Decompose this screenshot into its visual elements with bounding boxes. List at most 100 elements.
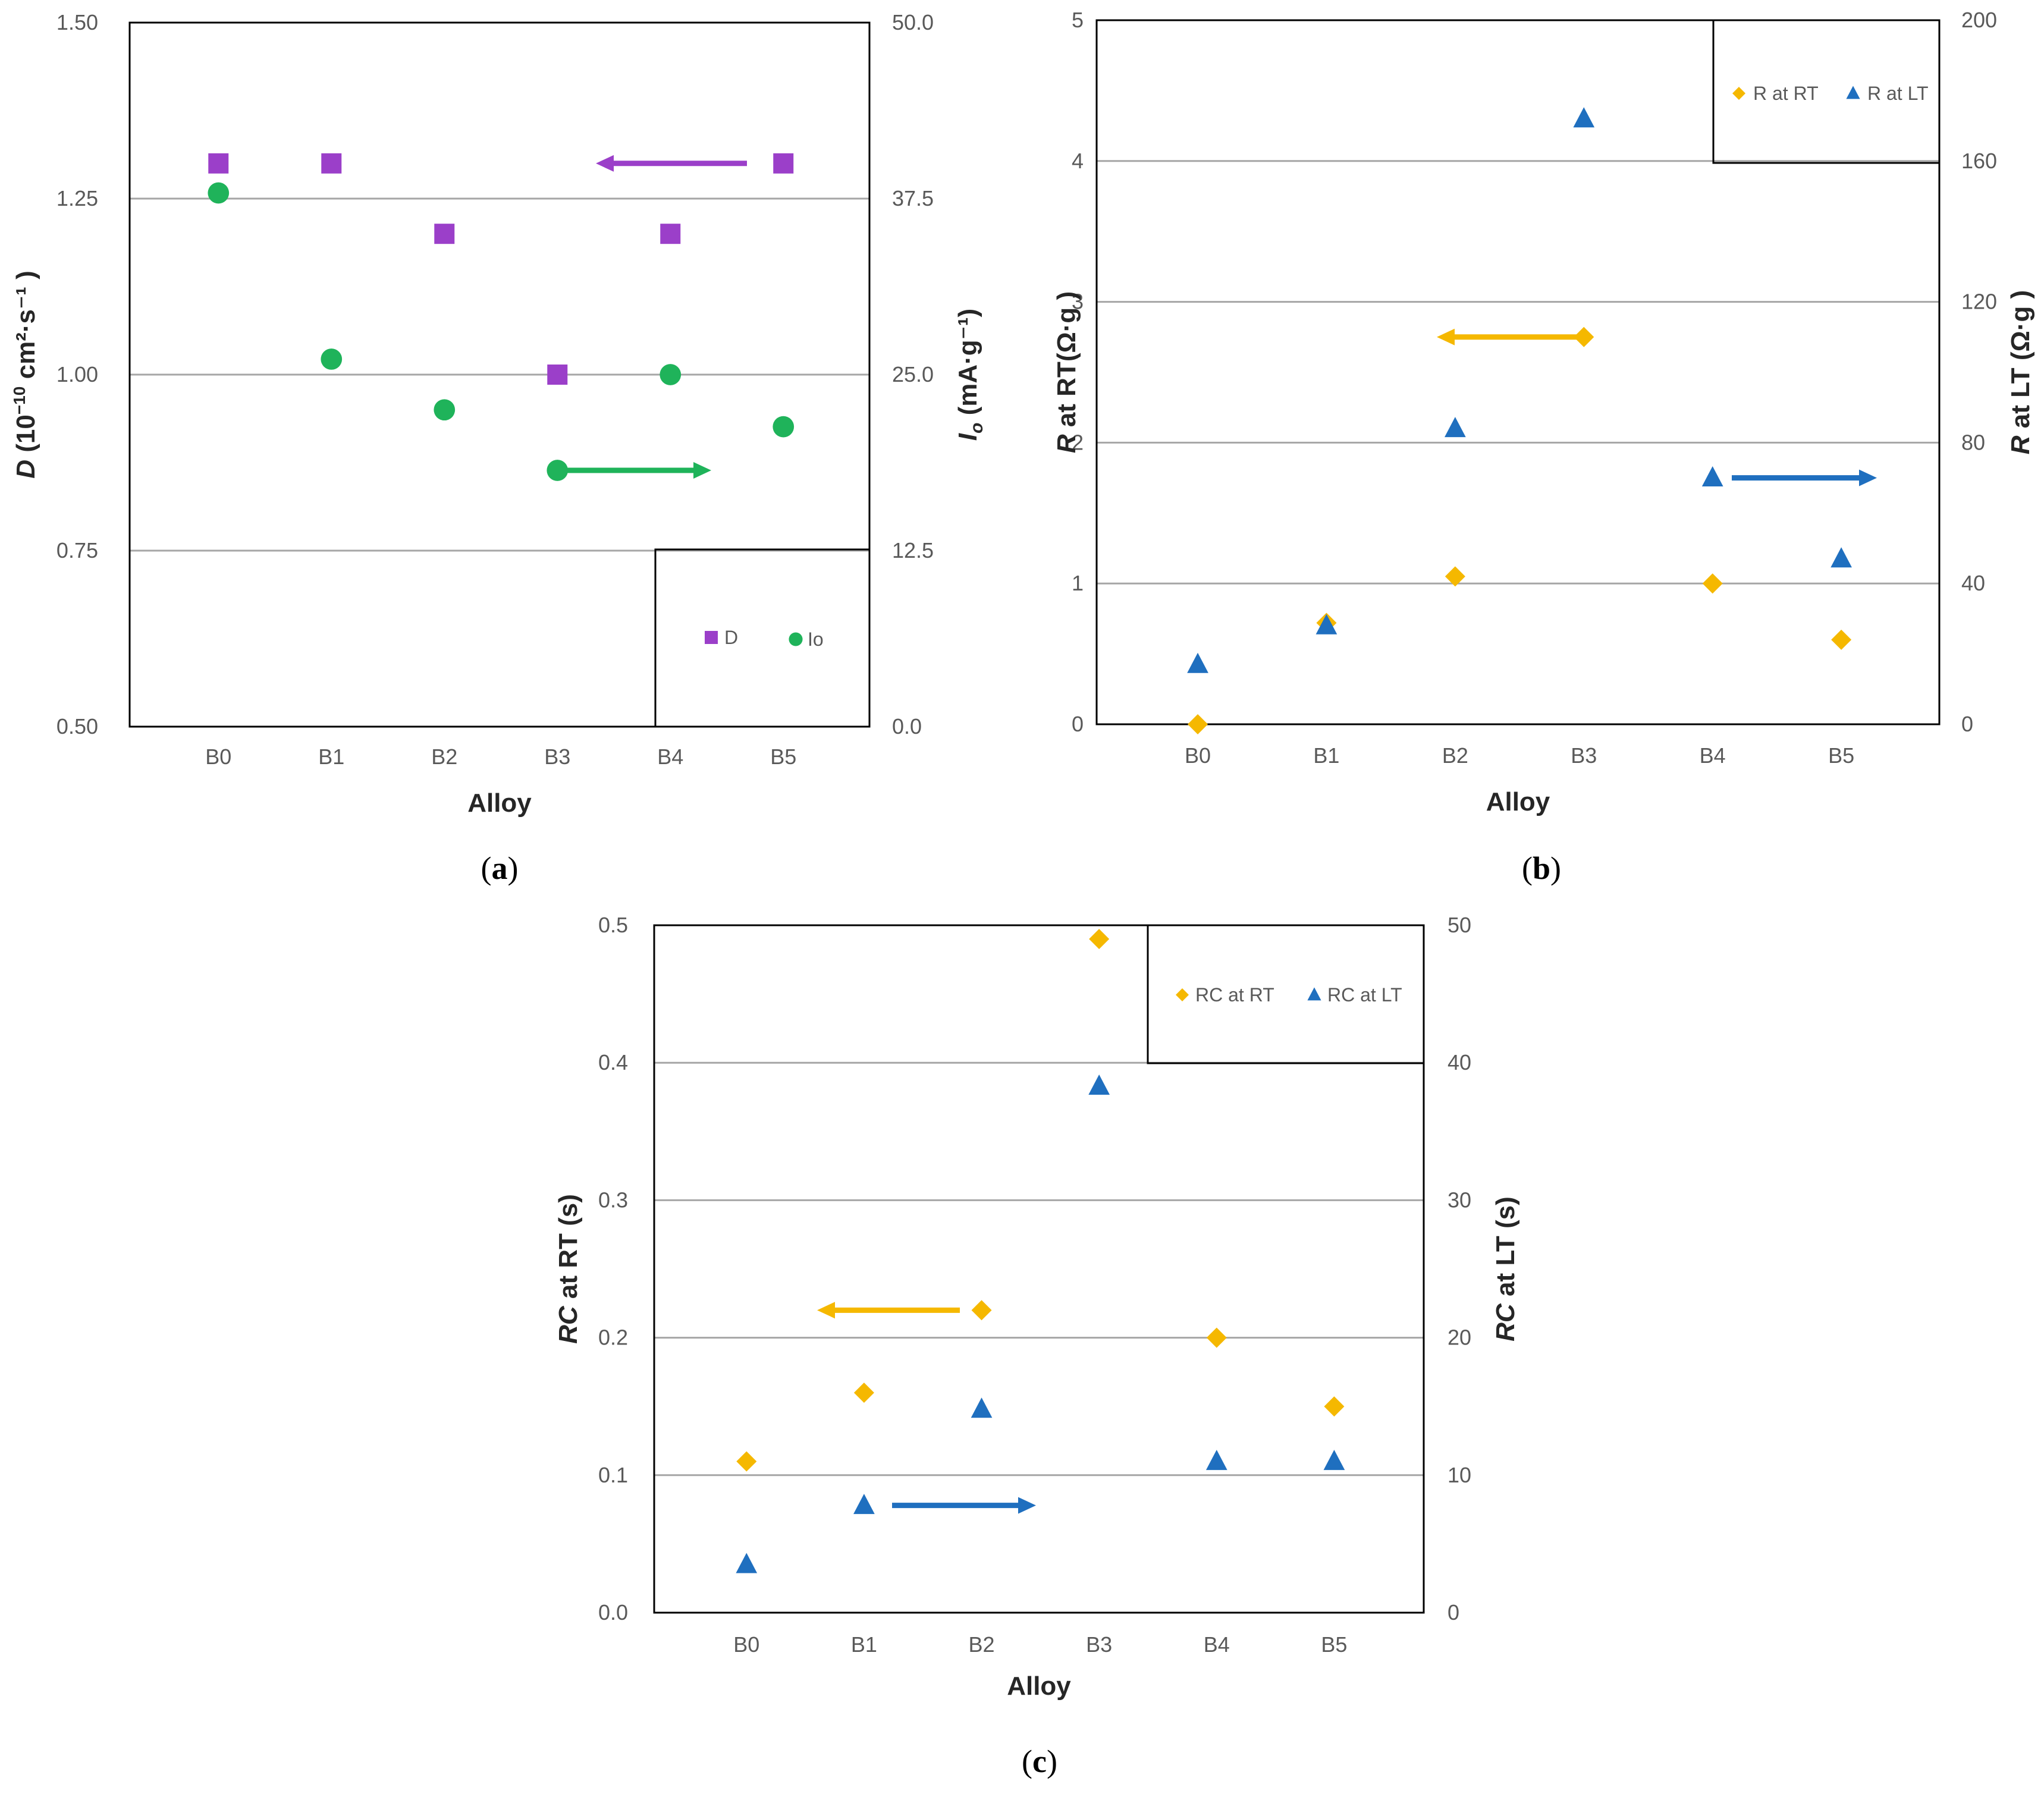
point-io-B5 bbox=[773, 416, 795, 438]
y-right-axis-title: R at LT (Ω·g ) bbox=[2006, 290, 2035, 454]
point-r-at-rt-B5 bbox=[1831, 629, 1852, 650]
point-rc-at-lt-B5 bbox=[1323, 1450, 1345, 1471]
legend-marker-r-at-rt bbox=[1732, 87, 1745, 100]
y-right-tick-label: 20 bbox=[1448, 1325, 1471, 1350]
point-rc-at-rt-B0 bbox=[736, 1451, 757, 1472]
y-left-tick-label: 3 bbox=[1072, 290, 1084, 314]
y-left-tick-label: 1 bbox=[1072, 571, 1084, 595]
panel-label-a: (a) bbox=[481, 850, 519, 886]
y-left-tick-label: 0.75 bbox=[56, 538, 98, 563]
x-tick-label-B1: B1 bbox=[1313, 743, 1339, 768]
legend-marker-rc-at-rt bbox=[1176, 988, 1189, 1001]
point-r-at-rt-B3 bbox=[1574, 326, 1594, 347]
y-left-tick-label: 0.4 bbox=[598, 1050, 628, 1075]
point-io-B1 bbox=[321, 348, 343, 370]
point-rc-at-rt-B5 bbox=[1324, 1396, 1345, 1417]
point-d-B5 bbox=[773, 153, 794, 174]
y-right-tick-label: 80 bbox=[1961, 430, 1985, 454]
point-d-B2 bbox=[434, 224, 455, 244]
y-left-tick-label: 0.1 bbox=[598, 1463, 628, 1487]
point-d-B0 bbox=[208, 153, 229, 174]
point-rc-at-lt-B0 bbox=[736, 1553, 758, 1573]
arrow-rc-at-rt-head bbox=[817, 1302, 835, 1319]
y-right-tick-label: 50 bbox=[1448, 913, 1471, 937]
y-right-tick-label: 25.0 bbox=[892, 362, 934, 387]
y-right-tick-label: 10 bbox=[1448, 1463, 1471, 1487]
legend-marker-rc-at-lt bbox=[1307, 987, 1321, 1001]
y-left-tick-label: 0.2 bbox=[598, 1325, 628, 1350]
legend-label-io: Io bbox=[808, 629, 824, 650]
point-rc-at-rt-B4 bbox=[1206, 1327, 1227, 1348]
x-tick-label-B2: B2 bbox=[969, 1632, 995, 1657]
point-d-B3 bbox=[547, 365, 568, 385]
x-tick-label-B0: B0 bbox=[1185, 743, 1211, 768]
point-io-B0 bbox=[208, 182, 230, 204]
legend-label-rc-at-lt: RC at LT bbox=[1327, 984, 1402, 1006]
x-tick-label-B5: B5 bbox=[1828, 743, 1854, 768]
legend-box bbox=[654, 548, 871, 728]
x-axis-title: Alloy bbox=[1007, 1672, 1071, 1701]
legend-marker-r-at-lt bbox=[1846, 86, 1860, 99]
x-tick-label-B3: B3 bbox=[1086, 1632, 1112, 1657]
point-rc-at-lt-B4 bbox=[1205, 1450, 1227, 1471]
x-tick-label-B1: B1 bbox=[318, 744, 344, 769]
point-rc-at-rt-B3 bbox=[1089, 929, 1110, 950]
y-right-tick-label: 40 bbox=[1961, 571, 1985, 595]
y-left-tick-label: 1.25 bbox=[56, 186, 98, 211]
point-r-at-lt-B1 bbox=[1315, 614, 1337, 634]
x-tick-label-B3: B3 bbox=[1571, 743, 1597, 768]
chart-c: 0.0 0.1 0.2 0.3 0.4 0.5 0 10 20 30 40 50 B0 B1 B2 B3 B4 B… bbox=[554, 913, 1520, 1779]
point-r-at-lt-B2 bbox=[1445, 417, 1466, 438]
point-io-B4 bbox=[660, 364, 682, 385]
point-r-at-rt-B0 bbox=[1188, 714, 1208, 734]
point-io-B2 bbox=[434, 399, 456, 421]
y-left-tick-label: 5 bbox=[1072, 8, 1084, 32]
arrow-d-head bbox=[596, 155, 614, 172]
legend-label-d: D bbox=[724, 627, 738, 648]
point-r-at-lt-B4 bbox=[1701, 466, 1723, 487]
y-right-tick-label: 50.0 bbox=[892, 10, 934, 34]
point-r-at-rt-B2 bbox=[1445, 566, 1465, 587]
x-axis-title: Alloy bbox=[1486, 787, 1550, 816]
plot-frame bbox=[653, 924, 1425, 1614]
x-tick-label-B2: B2 bbox=[1442, 743, 1468, 768]
point-rc-at-rt-B1 bbox=[853, 1383, 874, 1403]
point-rc-at-lt-B3 bbox=[1088, 1074, 1110, 1095]
panel-label-c: (c) bbox=[1022, 1743, 1057, 1779]
x-tick-label-B5: B5 bbox=[1321, 1632, 1347, 1657]
x-tick-label-B4: B4 bbox=[1204, 1632, 1230, 1657]
y-right-tick-label: 12.5 bbox=[892, 538, 934, 563]
point-d-B1 bbox=[321, 153, 342, 174]
point-io-B3 bbox=[547, 460, 569, 481]
x-tick-label-B0: B0 bbox=[733, 1632, 759, 1657]
x-tick-label-B4: B4 bbox=[657, 744, 683, 769]
y-right-tick-label: 30 bbox=[1448, 1187, 1471, 1212]
chart-a: 0.50 0.75 1.00 1.25 1.50 0.0 12.5 25.0 37.5 50.0 B… bbox=[10, 10, 987, 886]
x-tick-label-B2: B2 bbox=[431, 744, 457, 769]
y-right-tick-label: 0 bbox=[1448, 1600, 1459, 1625]
x-tick-label-B4: B4 bbox=[1700, 743, 1726, 768]
y-right-tick-label: 0 bbox=[1961, 712, 1973, 736]
y-left-tick-label: 0.3 bbox=[598, 1187, 628, 1212]
y-right-tick-label: 200 bbox=[1961, 8, 1997, 32]
y-left-tick-label: 0.5 bbox=[598, 913, 628, 937]
y-left-tick-label: 4 bbox=[1072, 149, 1084, 173]
y-left-tick-label: 0 bbox=[1072, 712, 1084, 736]
y-right-tick-label: 37.5 bbox=[892, 186, 934, 211]
y-left-tick-label: 0.50 bbox=[56, 714, 98, 739]
arrow-io-head bbox=[693, 462, 711, 479]
x-tick-label-B0: B0 bbox=[205, 744, 231, 769]
point-d-B4 bbox=[660, 224, 681, 244]
y-left-tick-label: 2 bbox=[1072, 430, 1084, 454]
point-r-at-lt-B3 bbox=[1573, 107, 1595, 128]
y-right-tick-label: 160 bbox=[1961, 149, 1997, 173]
y-right-tick-label: 40 bbox=[1448, 1050, 1471, 1075]
point-r-at-lt-B5 bbox=[1831, 547, 1852, 568]
y-right-axis-title: RC at LT (s) bbox=[1491, 1196, 1520, 1342]
point-rc-at-rt-B2 bbox=[971, 1300, 992, 1321]
arrow-r-at-lt-head bbox=[1859, 469, 1877, 486]
x-tick-label-B5: B5 bbox=[770, 744, 796, 769]
y-right-tick-label: 120 bbox=[1961, 290, 1997, 314]
y-left-axis-title: D (10−10 cm²·s⁻¹ ) bbox=[10, 271, 40, 478]
